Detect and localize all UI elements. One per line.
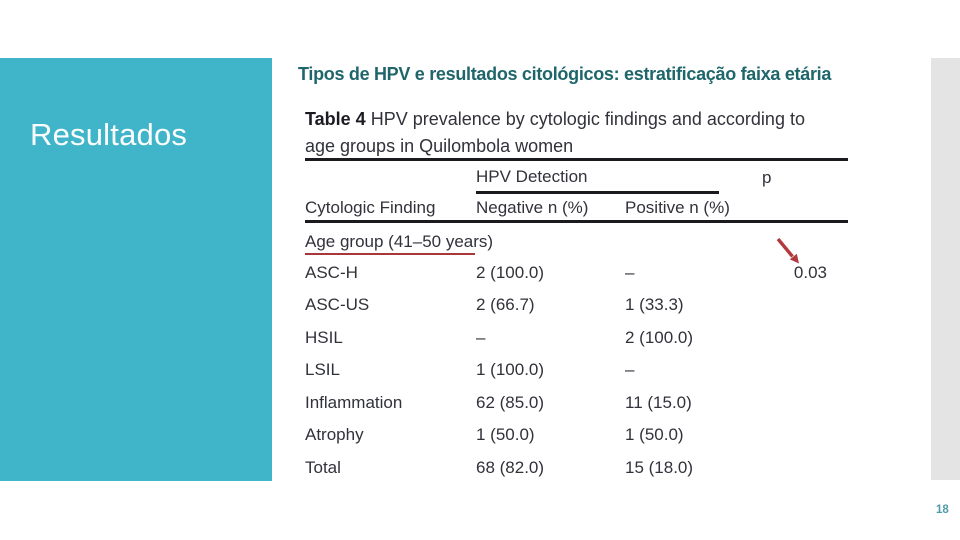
row-negative: 2 (100.0): [476, 263, 545, 282]
table-row: HSIL – 2 (100.0): [305, 328, 848, 350]
hpv-detection-underline: [476, 191, 719, 194]
row-finding: ASC-US: [305, 295, 370, 314]
row-finding: Total: [305, 458, 341, 477]
row-negative: 62 (85.0): [476, 393, 545, 412]
results-sidebar-panel: Resultados: [0, 58, 272, 481]
table-row: ASC-H 2 (100.0) – 0.03: [305, 263, 848, 285]
row-positive: –: [625, 263, 635, 282]
row-negative: 1 (50.0): [476, 425, 535, 444]
table-caption-line1: Table 4 HPV prevalence by cytologic find…: [305, 109, 805, 130]
table-row: ASC-US 2 (66.7) 1 (33.3): [305, 295, 848, 317]
table-row: Total 68 (82.0) 15 (18.0): [305, 458, 848, 480]
row-finding: ASC-H: [305, 263, 358, 282]
header-negative: Negative n (%): [476, 198, 589, 217]
table-figure: Table 4 HPV prevalence by cytologic find…: [305, 108, 848, 493]
header-p-value: p: [762, 168, 772, 187]
row-finding: Inflammation: [305, 393, 403, 412]
table-caption-label: Table 4: [305, 109, 366, 129]
row-finding: Atrophy: [305, 425, 364, 444]
table-top-rule: [305, 158, 848, 161]
row-positive: 1 (50.0): [625, 425, 684, 444]
row-positive: 2 (100.0): [625, 328, 694, 347]
header-hpv-detection: HPV Detection: [476, 167, 588, 186]
table-row: Inflammation 62 (85.0) 11 (15.0): [305, 393, 848, 415]
row-positive: 15 (18.0): [625, 458, 694, 477]
row-positive: 1 (33.3): [625, 295, 684, 314]
row-negative: –: [476, 328, 486, 347]
table-caption-text: HPV prevalence by cytologic findings and…: [370, 109, 805, 129]
right-gray-strip: [931, 58, 960, 480]
table-row: LSIL 1 (100.0) –: [305, 360, 848, 382]
table-caption-line2: age groups in Quilombola women: [305, 136, 574, 156]
age-group-label: Age group (41–50 years): [305, 232, 494, 251]
row-negative: 2 (66.7): [476, 295, 535, 314]
row-negative: 68 (82.0): [476, 458, 545, 477]
table-header-rule: [305, 220, 848, 223]
row-negative: 1 (100.0): [476, 360, 545, 379]
row-p-value: 0.03: [793, 263, 827, 282]
table-row: Atrophy 1 (50.0) 1 (50.0): [305, 425, 848, 447]
red-arrow-annotation: [776, 237, 799, 264]
slide-title: Tipos de HPV e resultados citológicos: e…: [298, 64, 832, 84]
row-positive: –: [625, 360, 635, 379]
row-finding: HSIL: [305, 328, 343, 347]
header-cytologic-finding: Cytologic Finding: [305, 198, 436, 217]
page-number: 18: [936, 504, 949, 516]
sidebar-section-title: Resultados: [30, 117, 188, 152]
row-finding: LSIL: [305, 360, 340, 379]
row-positive: 11 (15.0): [625, 393, 692, 412]
red-underline-annotation: [305, 253, 475, 255]
header-positive: Positive n (%): [625, 198, 730, 217]
